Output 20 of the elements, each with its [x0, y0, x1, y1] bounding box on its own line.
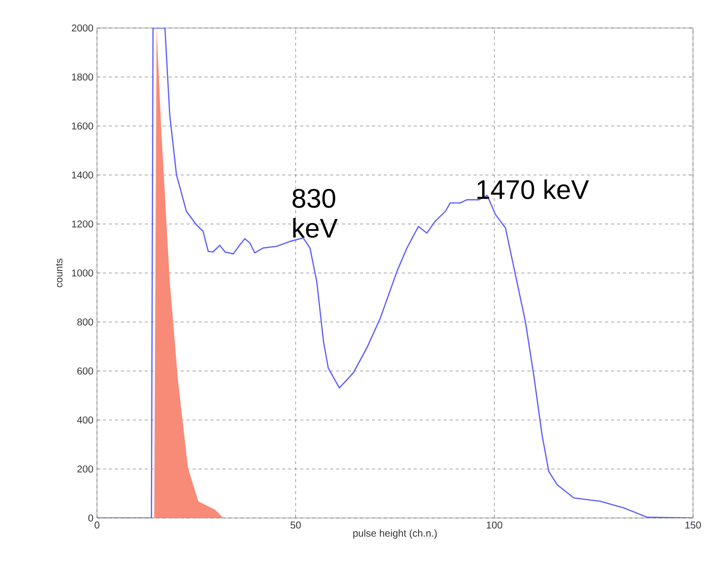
y-tick-label: 1200: [72, 220, 94, 228]
y-tick-label: 800: [77, 318, 94, 326]
x-tick-label: 50: [290, 522, 301, 529]
y-tick-label: 400: [77, 416, 94, 424]
y-tick-label: 1400: [72, 171, 94, 179]
annotation: 830 keV: [292, 188, 338, 238]
y-tick-label: 1600: [72, 122, 94, 130]
y-tick-label: 0: [88, 514, 94, 522]
x-axis-title: pulse height (ch.n.): [353, 529, 437, 539]
annotation: 1470 keV: [477, 179, 589, 200]
y-axis-title: counts: [56, 258, 62, 288]
y-tick-label: 200: [77, 465, 94, 473]
y-tick-label: 600: [77, 367, 94, 375]
y-tick-label: 1000: [72, 269, 94, 277]
x-tick-label: 0: [94, 522, 100, 529]
line-series: [97, 28, 694, 518]
y-tick-label: 2000: [72, 24, 94, 32]
x-tick-label: 150: [685, 522, 701, 529]
x-tick-label: 100: [486, 522, 502, 529]
y-tick-label: 1800: [72, 73, 94, 81]
